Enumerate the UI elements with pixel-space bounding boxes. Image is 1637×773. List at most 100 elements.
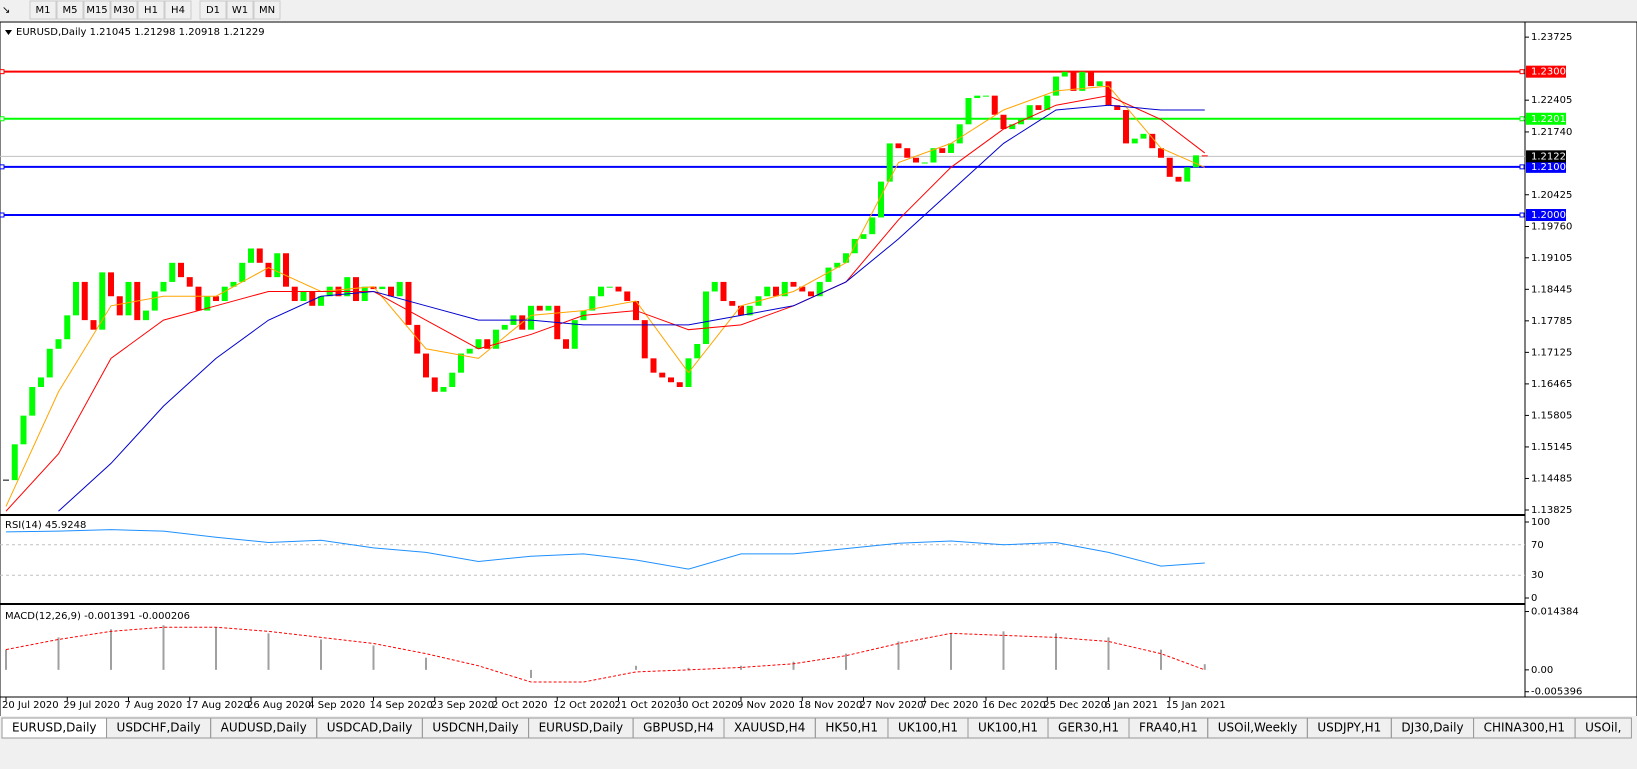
candle — [1026, 105, 1033, 120]
price-tick-label: 1.23725 — [1531, 32, 1572, 43]
candle — [64, 315, 71, 340]
timeframe-button[interactable] — [110, 0, 138, 20]
candle — [563, 339, 569, 349]
rsi-tick-label: 70 — [1531, 540, 1544, 551]
level-tag — [1526, 112, 1566, 125]
rsi-tick-label: 30 — [1531, 570, 1544, 581]
candle — [379, 286, 386, 290]
timeframe-label: D1 — [206, 5, 220, 16]
candle — [1184, 167, 1191, 182]
candle — [81, 281, 88, 321]
macd-tick-label: 0.014384 — [1531, 607, 1579, 618]
moving-average — [5, 85, 1205, 507]
level-handle — [0, 116, 5, 122]
candle — [825, 267, 832, 282]
candle — [720, 281, 727, 302]
candle — [388, 286, 394, 297]
timeframe-label: W1 — [232, 5, 248, 16]
header-arrow — [5, 30, 12, 35]
timeframe-button[interactable] — [253, 0, 281, 20]
candle — [659, 372, 666, 378]
candle — [615, 286, 622, 292]
time-tick-label: 2 Oct 2020 — [492, 700, 547, 711]
timeframe-button[interactable] — [164, 0, 192, 20]
macd-title: MACD(12,26,9) -0.001391 -0.000206 — [5, 611, 190, 622]
candle — [423, 353, 429, 378]
candle — [501, 324, 508, 330]
candle — [1009, 124, 1016, 130]
candle — [738, 305, 744, 316]
candle — [1079, 71, 1086, 91]
level-handle — [1519, 212, 1525, 218]
level-handle — [1519, 116, 1525, 122]
tab-label: DJ30,Daily — [1401, 721, 1463, 735]
toolbar — [0, 0, 1637, 21]
tab-label: USDCAD,Daily — [327, 721, 413, 735]
candle — [1140, 133, 1147, 139]
time-tick-label: 7 Aug 2020 — [125, 700, 183, 711]
timeframe-button[interactable] — [29, 0, 57, 20]
level-label: 1.21009 — [1531, 162, 1572, 173]
candle — [55, 339, 62, 349]
time-tick-label: 9 Nov 2020 — [737, 700, 795, 711]
level-label: 1.22016 — [1531, 114, 1572, 125]
candle — [571, 320, 578, 349]
timeframe-button[interactable] — [83, 0, 111, 20]
candle — [1018, 119, 1024, 125]
price-tick-label: 1.18445 — [1531, 284, 1572, 295]
candle — [90, 320, 97, 330]
candle — [711, 281, 718, 292]
price-tick-label: 1.17785 — [1531, 316, 1572, 327]
time-tick-label: 21 Oct 2020 — [615, 700, 677, 711]
timeframe-button[interactable] — [137, 0, 165, 20]
candle — [440, 386, 447, 392]
price-tick-label: 1.17125 — [1531, 347, 1572, 358]
tab-label: CHINA300,H1 — [1484, 721, 1566, 735]
candle — [221, 286, 228, 302]
candle — [764, 286, 771, 297]
tab[interactable] — [1574, 717, 1632, 739]
candle — [186, 277, 193, 287]
candle — [160, 281, 167, 292]
candle — [466, 348, 473, 354]
timeframe-button[interactable] — [226, 0, 254, 20]
time-tick-label: 16 Dec 2020 — [982, 700, 1046, 711]
level-handle — [1519, 164, 1525, 170]
candle — [213, 296, 219, 302]
candle — [1000, 114, 1007, 130]
rsi-line — [5, 529, 1205, 570]
timeframe-button[interactable] — [56, 0, 84, 20]
candle — [948, 143, 954, 153]
candle — [598, 286, 604, 297]
candle — [528, 305, 534, 330]
timeframe-button[interactable] — [199, 0, 227, 20]
time-tick-label: 26 Aug 2020 — [247, 700, 311, 711]
candle — [1123, 109, 1129, 144]
candle — [1088, 71, 1094, 87]
price-tick-label: 1.19105 — [1531, 253, 1572, 264]
candle — [965, 98, 972, 125]
time-tick-label: 18 Nov 2020 — [798, 700, 862, 711]
candle — [1061, 71, 1068, 77]
current-price-tag — [1526, 150, 1566, 163]
candle — [939, 148, 946, 153]
candle — [370, 286, 377, 290]
tab-bar — [0, 716, 1637, 769]
time-tick-label: 25 Dec 2020 — [1043, 700, 1107, 711]
candle — [904, 148, 911, 158]
level-label: 1.23002 — [1531, 67, 1572, 78]
moving-average — [5, 95, 1206, 512]
candle — [886, 143, 893, 182]
candle — [475, 339, 482, 349]
price-tick-label: 1.16465 — [1531, 379, 1572, 390]
candle — [396, 281, 403, 297]
candle — [1035, 105, 1042, 110]
candle — [256, 248, 263, 263]
candle — [790, 281, 797, 287]
candle — [650, 358, 657, 373]
rsi-title: RSI(14) 45.9248 — [5, 520, 86, 531]
timeframe-label: M30 — [113, 5, 134, 16]
candle — [449, 372, 456, 387]
candle — [589, 296, 596, 311]
time-tick-label: 20 Jul 2020 — [2, 700, 59, 711]
